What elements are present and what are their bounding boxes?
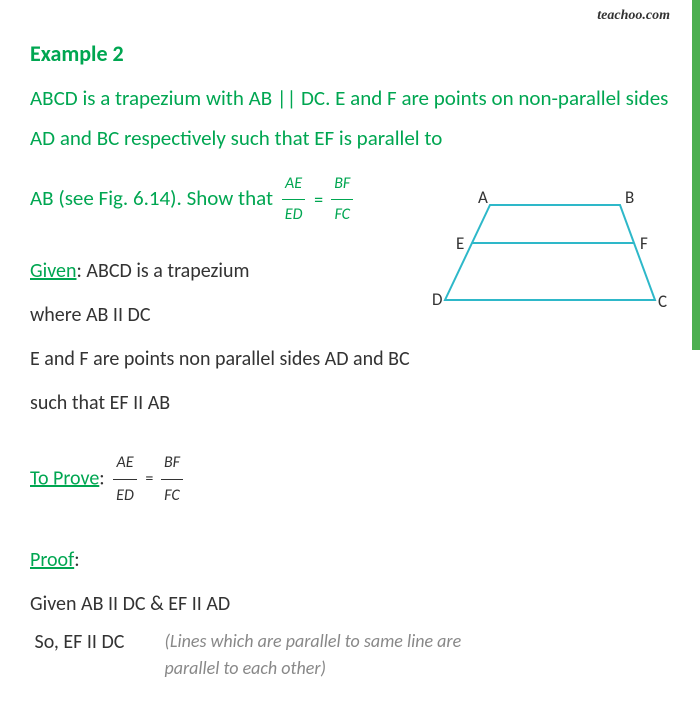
figure-svg: A B C D E F [430,185,670,325]
given-label: Given [30,259,77,283]
fraction-ae-ed-2: AE ED [113,447,137,512]
label-e: E [456,233,464,254]
problem-text-2: AB (see Fig. 6.14). Show that [30,185,278,211]
proof-line2-row: So, EF II DC (Lines which are parallel t… [30,628,670,682]
proof-note: (Lines which are parallel to same line a… [164,628,461,682]
label-c: C [658,291,667,312]
frac-den: FC [331,200,353,230]
watermark: teachoo.com [597,8,670,24]
proof-note-1: (Lines which are parallel to same line a… [164,630,461,652]
toprove-section: To Prove: AE ED = BF FC [30,447,670,512]
frac-den: ED [113,480,137,512]
toprove-label: To Prove [30,466,99,490]
frac-den: FC [161,480,183,512]
label-d: D [432,289,442,310]
trapezium-shape [445,205,655,300]
given-text1: : ABCD is a trapezium [77,259,250,283]
fraction-bf-fc-2: BF FC [161,447,183,512]
fraction-ae-ed: AE ED [282,169,306,231]
proof-line2: So, EF II DC [30,628,124,654]
proof-line1: Given AB II DC & EF II AD [30,584,670,624]
frac-num: BF [161,447,183,480]
fraction-bf-fc: BF FC [331,169,353,231]
proof-heading-line: Proof: [30,540,670,580]
toprove-line: To Prove: AE ED = BF FC [30,447,670,512]
label-b: B [625,187,634,208]
label-a: A [478,187,488,208]
frac-num: BF [331,169,353,200]
example-title: Example 2 [30,40,670,67]
proof-section: Proof: Given AB II DC & EF II AD So, EF … [30,540,670,682]
proof-note-2: parallel to each other) [164,657,326,679]
problem-statement: ABCD is a trapezium with AB || DC. E and… [30,79,670,159]
content-area: Example 2 ABCD is a trapezium with AB ||… [0,0,700,702]
frac-den: ED [282,200,306,230]
problem-text-1: ABCD is a trapezium with AB || DC. E and… [30,85,668,151]
frac-num: AE [282,169,306,200]
trapezium-figure: A B C D E F [430,185,670,325]
given-line4: such that EF II AB [30,383,670,423]
equals-sign: = [314,189,327,211]
frac-num: AE [113,447,137,480]
green-sidebar [692,0,700,350]
proof-label: Proof [30,548,74,572]
equals-sign-2: = [145,469,157,488]
given-line3: E and F are points non parallel sides AD… [30,339,670,379]
label-f: F [640,233,648,254]
